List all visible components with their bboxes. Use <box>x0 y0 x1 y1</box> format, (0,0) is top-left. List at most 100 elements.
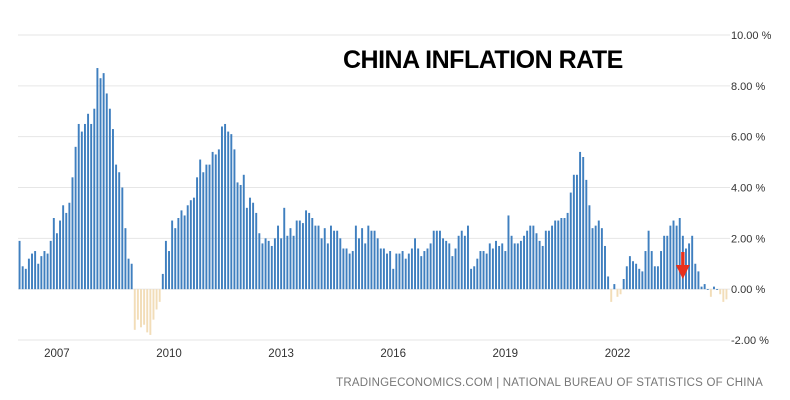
bar <box>52 218 55 290</box>
bar <box>619 289 622 295</box>
y-tick-label: -2.00 % <box>731 335 769 347</box>
bar <box>600 228 603 290</box>
bar <box>264 238 267 290</box>
x-tick-label: 2007 <box>44 348 70 360</box>
bar <box>382 248 385 290</box>
bar <box>725 289 728 300</box>
bar <box>432 230 435 290</box>
gridlines <box>18 34 730 341</box>
bar <box>62 205 65 290</box>
bar <box>227 131 230 290</box>
x-tick-label: 2016 <box>380 348 406 360</box>
y-tick-label: 10.00 % <box>731 30 772 42</box>
bar <box>258 233 261 290</box>
bar <box>152 289 155 320</box>
bar <box>563 218 566 290</box>
bar <box>105 93 108 290</box>
bar <box>273 238 276 290</box>
bar <box>579 151 582 290</box>
bar <box>217 149 220 290</box>
bar <box>112 129 114 290</box>
bar <box>233 149 236 290</box>
bar <box>174 228 177 290</box>
bar <box>498 245 501 290</box>
bar <box>544 230 547 290</box>
bar <box>224 123 227 290</box>
bar <box>451 256 454 290</box>
bar <box>189 200 192 290</box>
bar <box>308 212 311 290</box>
bar <box>136 289 139 320</box>
bar <box>523 235 525 290</box>
bar <box>301 223 304 290</box>
bar <box>414 238 416 290</box>
bar <box>31 253 33 290</box>
bar <box>438 230 441 290</box>
bar <box>130 263 133 290</box>
bar <box>532 225 535 290</box>
bar <box>364 243 367 290</box>
bar <box>719 289 722 295</box>
bar <box>722 289 725 302</box>
bar <box>716 289 719 290</box>
bar <box>709 289 712 297</box>
bar <box>208 164 211 290</box>
bar <box>529 225 532 290</box>
bar <box>255 212 258 290</box>
bar <box>115 164 118 290</box>
bar <box>625 266 628 290</box>
bar <box>507 215 510 290</box>
bar <box>270 245 273 290</box>
bar <box>121 187 124 290</box>
annotation-arrow <box>675 252 690 279</box>
x-tick-label: 2019 <box>493 348 519 360</box>
bar <box>635 263 638 290</box>
y-tick-label: 6.00 % <box>731 132 765 144</box>
bar <box>295 220 298 290</box>
bar <box>395 253 398 290</box>
bar <box>283 207 286 290</box>
bar <box>541 245 544 290</box>
bar <box>491 248 494 290</box>
bar <box>339 238 342 290</box>
bar <box>495 240 497 290</box>
bar <box>420 256 423 290</box>
bar <box>149 289 152 335</box>
bar <box>501 243 504 290</box>
bar <box>379 248 382 290</box>
bar <box>77 123 80 290</box>
bar <box>323 228 326 290</box>
bar <box>143 289 146 325</box>
bar <box>585 179 588 290</box>
bar <box>554 220 557 290</box>
bar <box>46 253 49 290</box>
bar <box>485 253 488 290</box>
bar <box>638 268 641 290</box>
bar <box>669 225 672 290</box>
bar <box>426 248 429 290</box>
bar <box>96 68 99 290</box>
bar <box>653 266 656 290</box>
bar <box>34 251 37 290</box>
bar <box>675 225 678 290</box>
bar <box>401 251 404 290</box>
bar <box>660 251 663 290</box>
bar <box>516 243 519 290</box>
bar <box>326 243 329 290</box>
bar <box>37 263 40 290</box>
bar <box>292 235 295 290</box>
bar <box>389 251 392 290</box>
bar <box>597 220 600 290</box>
bar <box>706 289 709 290</box>
bar <box>164 240 167 290</box>
bar <box>482 251 485 290</box>
arrow-shaft <box>681 252 685 267</box>
bar <box>127 258 130 290</box>
bar <box>108 108 111 290</box>
bar <box>519 240 522 290</box>
bar <box>628 256 631 290</box>
bar <box>320 238 323 290</box>
y-tick-label: 4.00 % <box>731 183 765 195</box>
bar <box>610 289 613 302</box>
bar <box>277 225 279 290</box>
